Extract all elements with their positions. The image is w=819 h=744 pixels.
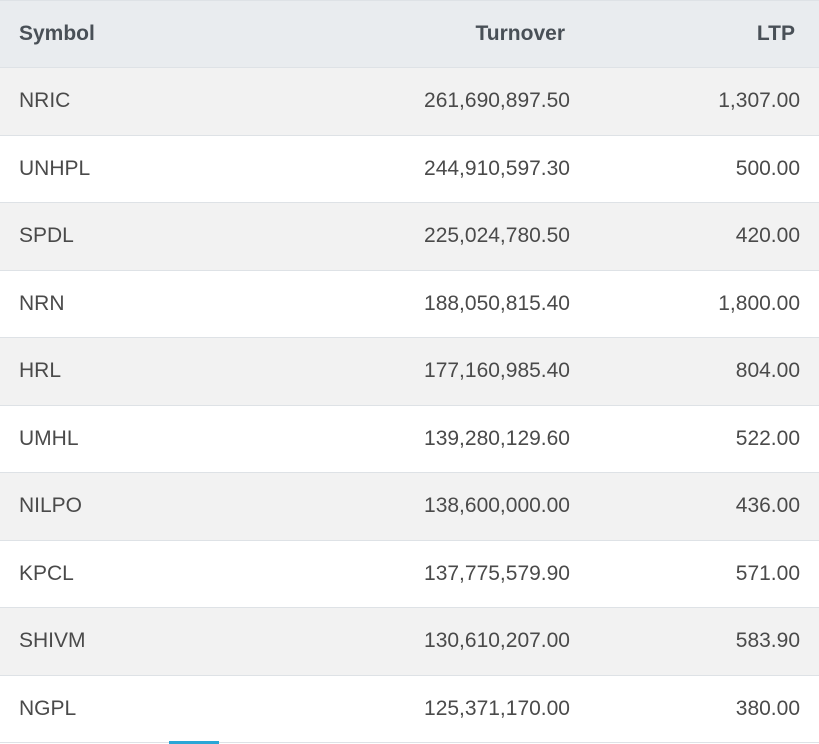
- table-row[interactable]: NRN 188,050,815.40 1,800.00: [0, 270, 819, 338]
- table-row[interactable]: SHIVM 130,610,207.00 583.90: [0, 608, 819, 676]
- cell-symbol: UNHPL: [19, 156, 91, 180]
- cell-turnover: 138,600,000.00: [424, 494, 570, 518]
- cell-turnover: 177,160,985.40: [424, 359, 570, 383]
- cell-ltp: 420.00: [735, 224, 800, 248]
- column-header-symbol[interactable]: Symbol: [19, 22, 95, 45]
- cell-symbol: SPDL: [19, 224, 74, 248]
- cell-ltp: 380.00: [735, 696, 800, 720]
- active-tab-indicator: [169, 741, 219, 744]
- cell-symbol: NRN: [19, 291, 65, 315]
- cell-turnover: 139,280,129.60: [424, 426, 570, 450]
- cell-ltp: 804.00: [735, 359, 800, 383]
- cell-symbol: UMHL: [19, 426, 79, 450]
- cell-ltp: 436.00: [735, 494, 800, 518]
- cell-ltp: 500.00: [735, 156, 800, 180]
- table-row[interactable]: KPCL 137,775,579.90 571.00: [0, 540, 819, 608]
- cell-ltp: 1,307.00: [718, 89, 800, 113]
- cell-turnover: 130,610,207.00: [424, 629, 570, 653]
- table-row[interactable]: NRIC 261,690,897.50 1,307.00: [0, 68, 819, 136]
- cell-ltp: 571.00: [735, 561, 800, 585]
- cell-symbol: NILPO: [19, 494, 83, 518]
- cell-ltp: 522.00: [735, 426, 800, 450]
- column-header-turnover[interactable]: Turnover: [475, 22, 565, 45]
- cell-turnover: 225,024,780.50: [424, 224, 570, 248]
- cell-turnover: 261,690,897.50: [424, 89, 570, 113]
- cell-symbol: HRL: [19, 359, 62, 383]
- cell-turnover: 125,371,170.00: [424, 696, 570, 720]
- table-row[interactable]: SPDL 225,024,780.50 420.00: [0, 203, 819, 271]
- cell-turnover: 244,910,597.30: [424, 156, 570, 180]
- table-header: Symbol Turnover LTP: [0, 0, 819, 68]
- cell-ltp: 583.90: [735, 629, 800, 653]
- cell-ltp: 1,800.00: [718, 291, 800, 315]
- table-row[interactable]: NGPL 125,371,170.00 380.00: [0, 675, 819, 743]
- table-row[interactable]: NILPO 138,600,000.00 436.00: [0, 473, 819, 541]
- cell-turnover: 137,775,579.90: [424, 561, 570, 585]
- cell-symbol: NRIC: [19, 89, 71, 113]
- column-header-ltp[interactable]: LTP: [756, 22, 795, 45]
- cell-symbol: KPCL: [19, 561, 74, 585]
- cell-turnover: 188,050,815.40: [424, 291, 570, 315]
- table-row[interactable]: HRL 177,160,985.40 804.00: [0, 338, 819, 406]
- table-row[interactable]: UMHL 139,280,129.60 522.00: [0, 405, 819, 473]
- table-row[interactable]: UNHPL 244,910,597.30 500.00: [0, 135, 819, 203]
- cell-symbol: SHIVM: [19, 629, 86, 653]
- cell-symbol: NGPL: [19, 696, 77, 720]
